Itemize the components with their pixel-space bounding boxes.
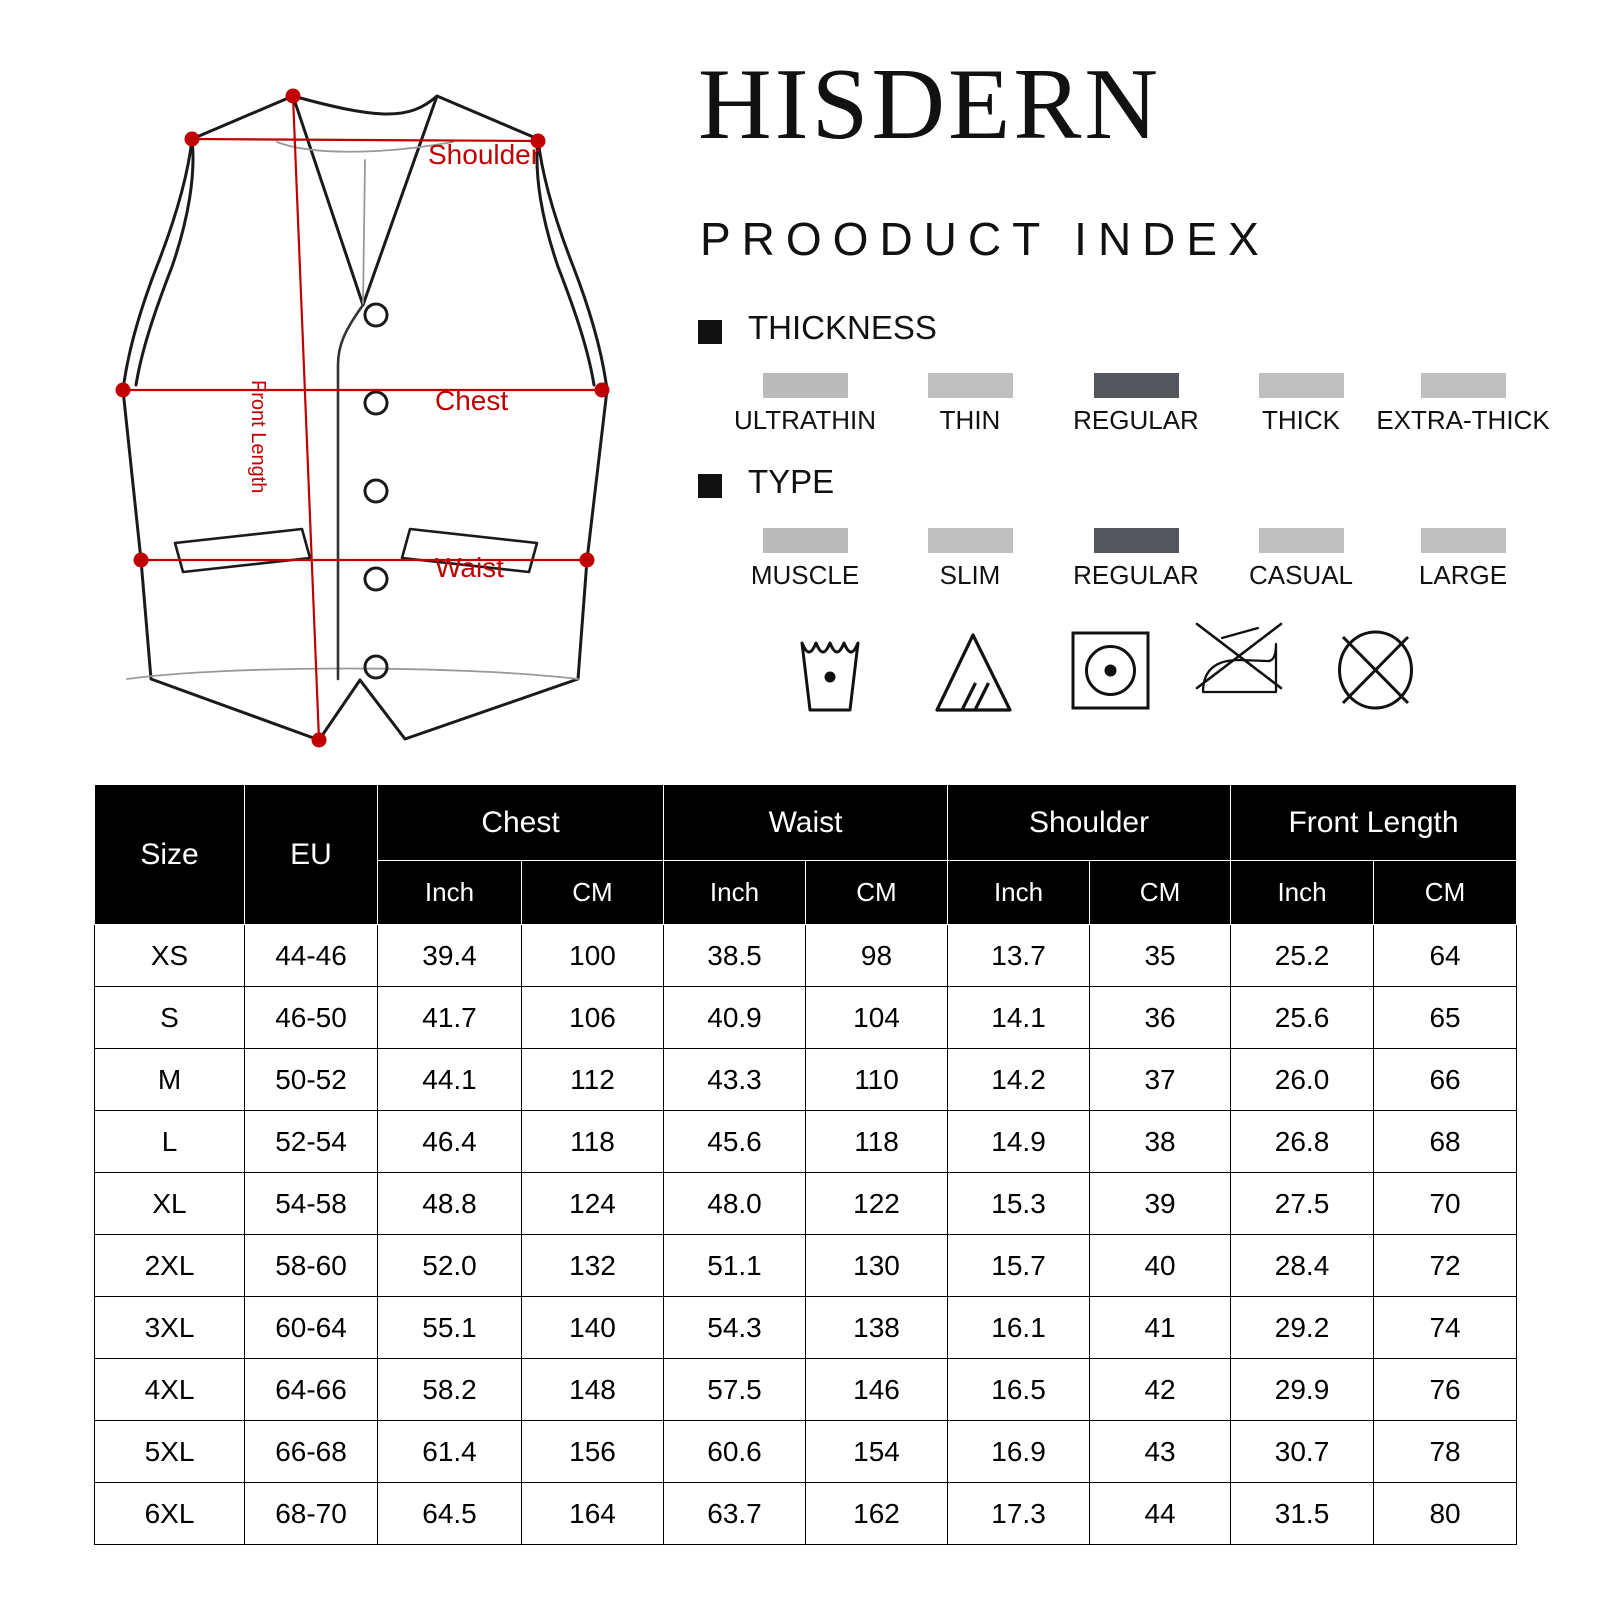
svg-text:Chest: Chest <box>435 385 508 416</box>
svg-text:Waist: Waist <box>435 552 504 583</box>
svg-text:Shoulder: Shoulder <box>428 139 540 170</box>
svg-text:Front Length: Front Length <box>247 380 269 493</box>
